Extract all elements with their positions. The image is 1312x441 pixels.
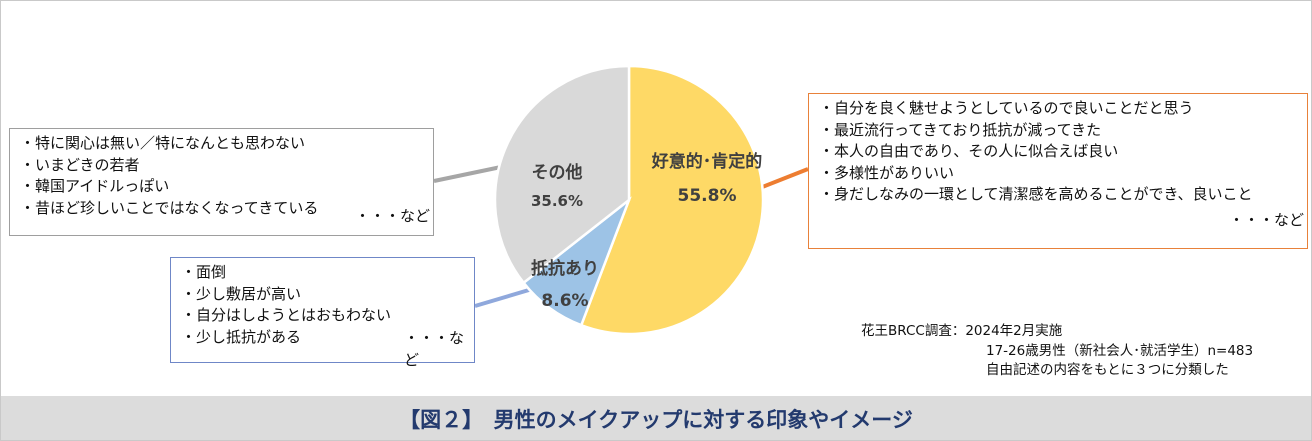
slice-positive-value: 55.8% bbox=[678, 186, 737, 206]
callout-resist-etc: ・・・など bbox=[404, 329, 465, 369]
figure-caption: 【図２】 男性のメイクアップに対する印象やイメージ bbox=[399, 408, 913, 432]
callout-positive-etc: ・・・など bbox=[1229, 211, 1305, 229]
slice-other-value: 35.6% bbox=[531, 192, 583, 210]
callout-other: ・特に関心は無い／特になんとも思わない ・いまどきの若者 ・韓国アイドルっぽい … bbox=[9, 128, 434, 236]
survey-note-line-1: 花王BRCC調査：2024年2月実施 bbox=[861, 323, 1063, 339]
slice-other bbox=[493, 64, 631, 285]
callout-positive-item: ・最近流行ってきており抵抗が減ってきた bbox=[819, 120, 1102, 139]
callout-other-item: ・いまどきの若者 bbox=[20, 155, 140, 174]
slice-resist-label: 抵抗あり bbox=[531, 258, 599, 279]
pie-chart: 好意的･肯定的 55.8% 抵抗あり 8.6% その他 35.6% bbox=[433, 64, 809, 336]
slice-positive-label: 好意的･肯定的 bbox=[651, 151, 763, 172]
callout-positive-item: ・本人の自由であり、その人に似合えば良い bbox=[819, 142, 1119, 160]
leader-line-other bbox=[433, 165, 502, 183]
callout-positive-item: ・身だしなみの一環として清潔感を高めることができ、良いこと bbox=[819, 185, 1253, 203]
survey-note-line-2: 17-26歳男性（新社会人･就活学生）n=483 bbox=[986, 343, 1254, 359]
slice-positive bbox=[579, 64, 765, 336]
callout-resist-item: ・面倒 bbox=[181, 263, 227, 281]
slice-resist-value: 8.6% bbox=[541, 291, 588, 311]
callout-resist-item: ・少し敷居が高い bbox=[181, 284, 302, 303]
figure-caption-bar: 【図２】 男性のメイクアップに対する印象やイメージ bbox=[1, 396, 1311, 440]
callout-positive: ・自分を良く魅せようとしているので良いことだと思う ・最近流行ってきており抵抗が… bbox=[808, 93, 1308, 249]
callout-resist-item: ・自分はしようとはおもわない bbox=[181, 306, 392, 324]
callout-other-item: ・特に関心は無い／特になんとも思わない bbox=[20, 134, 306, 152]
callout-resist-item: ・少し抵抗がある bbox=[181, 327, 302, 346]
callout-positive-item: ・多様性がありいい bbox=[819, 163, 955, 182]
callout-other-item: ・韓国アイドルっぽい bbox=[20, 177, 170, 195]
survey-note-line-3: 自由記述の内容をもとに３つに分類した bbox=[986, 362, 1229, 378]
slice-other-label: その他 bbox=[532, 162, 583, 183]
callout-other-item: ・昔ほど珍しいことではなくなってきている bbox=[20, 198, 319, 217]
callout-resist: ・面倒 ・少し敷居が高い ・自分はしようとはおもわない ・少し抵抗がある ・・・… bbox=[170, 257, 475, 369]
callout-other-etc: ・・・など bbox=[355, 207, 431, 225]
callout-positive-item: ・自分を良く魅せようとしているので良いことだと思う bbox=[819, 99, 1194, 117]
